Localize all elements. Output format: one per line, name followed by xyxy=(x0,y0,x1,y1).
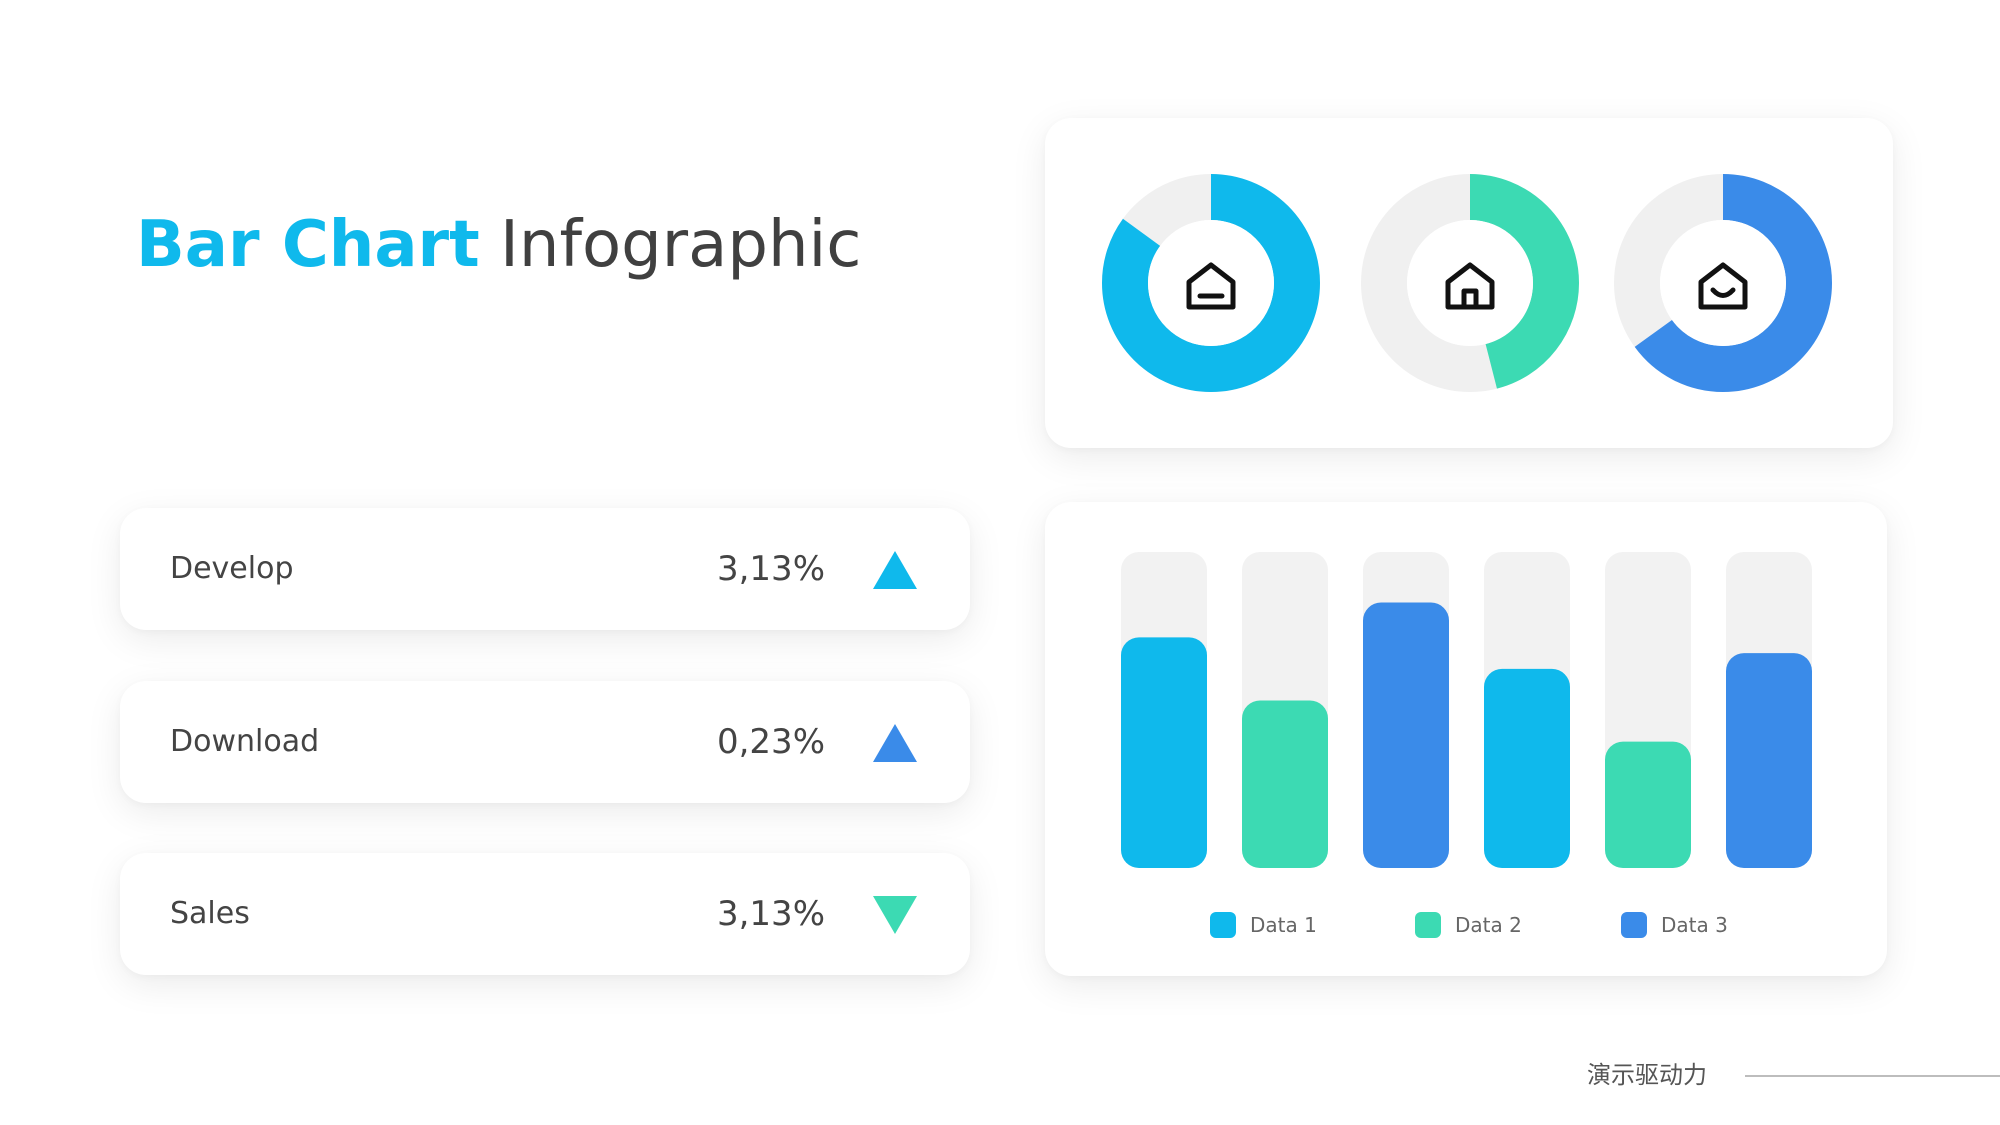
house-smile-icon xyxy=(1698,262,1748,310)
legend-item: Data 1 xyxy=(1210,910,1317,940)
stat-label: Sales xyxy=(170,896,250,931)
donut-chart xyxy=(1101,173,1321,393)
bar-chart xyxy=(1121,552,1812,868)
trend-up-icon xyxy=(873,551,917,589)
stat-label: Develop xyxy=(170,551,294,586)
bar xyxy=(1363,602,1449,868)
legend-swatch xyxy=(1210,912,1236,938)
stat-value: 3,13% xyxy=(716,549,825,589)
trend-up-icon xyxy=(873,724,917,762)
donut-arc xyxy=(1614,174,1832,392)
footer-divider xyxy=(1745,1075,2000,1077)
legend-item: Data 3 xyxy=(1621,910,1728,940)
donut-arc xyxy=(1361,174,1579,392)
legend-swatch xyxy=(1415,912,1441,938)
page-title: Bar Chart Infographic xyxy=(136,205,861,285)
house-door-icon xyxy=(1445,262,1495,310)
legend-label: Data 1 xyxy=(1250,913,1317,937)
trend-down-icon xyxy=(873,896,917,934)
stat-card-sales: Sales 3,13% xyxy=(120,853,970,975)
stat-label: Download xyxy=(170,724,320,759)
bar xyxy=(1121,637,1207,868)
stat-value: 3,13% xyxy=(716,894,825,934)
donut-chart xyxy=(1613,173,1833,393)
title-rest: Infographic xyxy=(479,208,862,282)
donut-card xyxy=(1045,118,1893,448)
legend-swatch xyxy=(1621,912,1647,938)
donut-arc xyxy=(1102,174,1320,392)
stat-value: 0,23% xyxy=(716,722,825,762)
bar xyxy=(1242,700,1328,868)
title-accent: Bar Chart xyxy=(136,208,480,282)
legend-label: Data 2 xyxy=(1455,913,1522,937)
bar-chart-card: Data 1 Data 2 Data 3 xyxy=(1045,502,1887,976)
donut-chart xyxy=(1360,173,1580,393)
legend-label: Data 3 xyxy=(1661,913,1728,937)
house-bed-icon xyxy=(1186,262,1236,310)
stat-card-develop: Develop 3,13% xyxy=(120,508,970,630)
bar xyxy=(1726,653,1812,868)
footer-brand: 演示驱动力 xyxy=(1587,1061,1707,1089)
bar xyxy=(1605,741,1691,868)
legend-item: Data 2 xyxy=(1415,910,1522,940)
bar xyxy=(1484,668,1570,868)
stat-card-download: Download 0,23% xyxy=(120,681,970,803)
